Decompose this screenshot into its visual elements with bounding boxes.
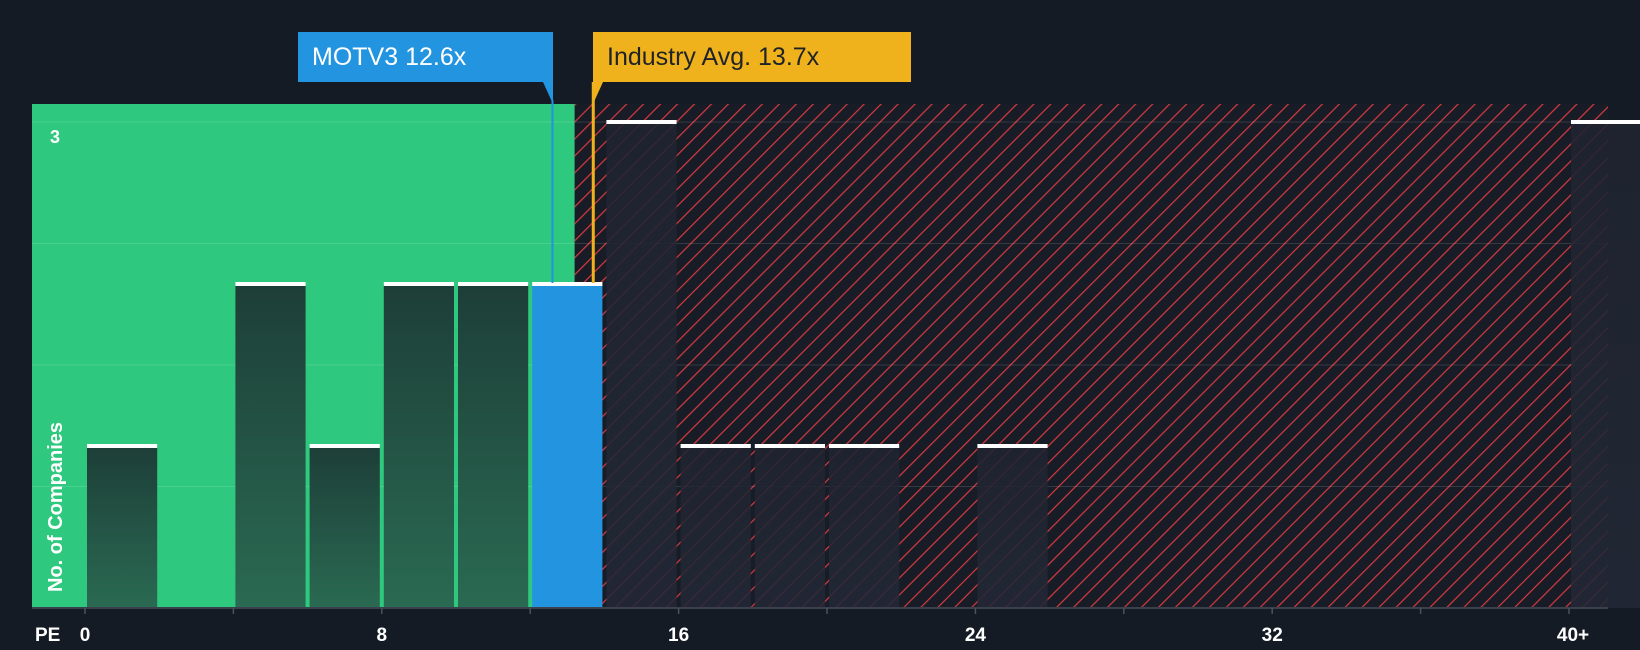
y-tick-label: 3 (50, 127, 60, 147)
bar-top-cap (754, 444, 825, 448)
bar-top-cap (235, 282, 306, 286)
industry-avg-callout: Industry Avg. 13.7x (607, 43, 820, 71)
histogram-bar (458, 284, 529, 608)
bar-top-cap (383, 282, 454, 286)
histogram-bar (680, 446, 751, 608)
company-bar (532, 284, 603, 608)
histogram-bar (754, 446, 825, 608)
company-callout-box (298, 32, 553, 104)
bar-top-cap (680, 444, 751, 448)
histogram-bar (235, 284, 306, 608)
x-axis-label: PE (35, 625, 60, 646)
y-axis-label: No. of Companies (45, 422, 67, 592)
bar-top-cap (829, 444, 900, 448)
x-tick-label: 32 (1262, 625, 1283, 646)
x-tick-label: 8 (377, 625, 388, 646)
company-pe-callout: MOTV3 12.6x (312, 43, 467, 71)
x-tick-label: 0 (80, 625, 91, 646)
x-tick-label: 40+ (1557, 625, 1589, 646)
bar-top-cap (87, 444, 158, 448)
industry-callout-box (593, 32, 911, 104)
histogram-bar (977, 446, 1048, 608)
x-tick-label: 16 (668, 625, 689, 646)
bar-top-cap (977, 444, 1048, 448)
histogram-bar (309, 446, 380, 608)
bar-top-cap (458, 282, 529, 286)
histogram-bar (829, 446, 900, 608)
bar-top-cap (606, 120, 677, 124)
histogram-bar (87, 446, 158, 608)
company-bar-top-cap (532, 282, 603, 286)
histogram-bar (1571, 122, 1640, 608)
bar-top-cap (309, 444, 380, 448)
x-tick-label: 24 (965, 625, 987, 646)
histogram-bar (606, 122, 677, 608)
histogram-bar (383, 284, 454, 608)
bar-top-cap (1571, 120, 1640, 124)
